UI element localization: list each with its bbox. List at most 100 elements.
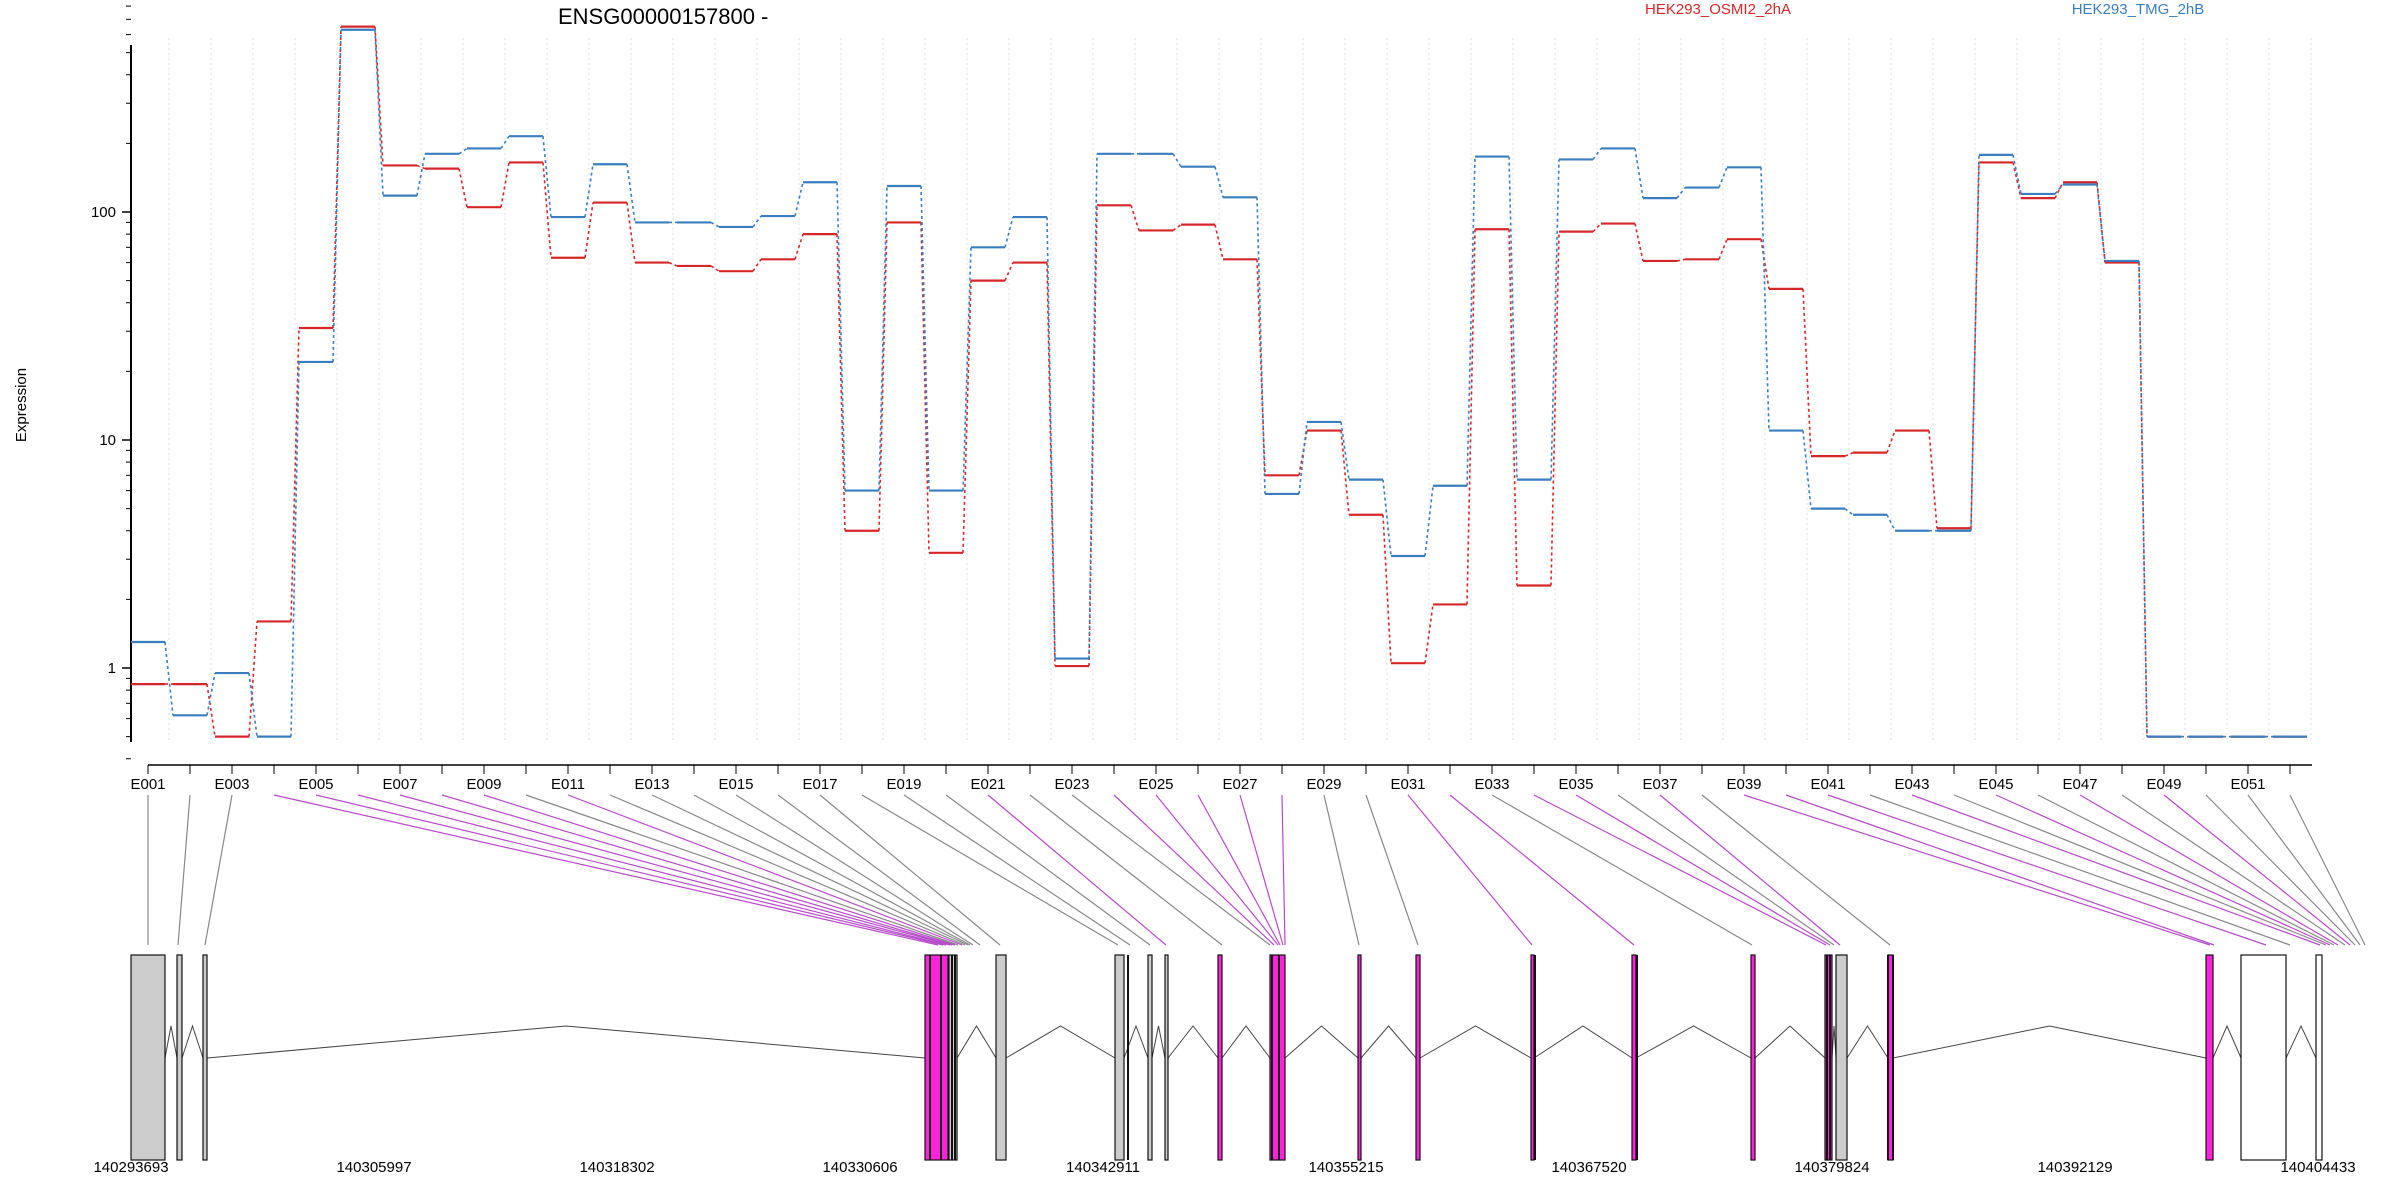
exon-connector: [177, 794, 191, 946]
exon-block: [1835, 954, 1848, 1161]
series-connector: [1382, 514, 1392, 664]
exon-block: [924, 954, 949, 1161]
series-connector: [1172, 153, 1182, 168]
series-connector: [1970, 162, 1980, 529]
exon-block: [2205, 954, 2214, 1161]
exon-block: [1631, 954, 1637, 1161]
x-tick-label-E049: E049: [2146, 776, 2181, 793]
genomic-tick-label: 140330606: [822, 1159, 897, 1176]
exon-connector: [441, 794, 953, 946]
exon-connector: [1113, 794, 1275, 946]
y-tick-label: 1: [108, 660, 116, 677]
exon-block: [2240, 954, 2287, 1161]
exon-connector: [204, 794, 233, 946]
x-tick-label-E039: E039: [1726, 776, 1761, 793]
intron-line: [1831, 1025, 1837, 1059]
gene-layer: [130, 954, 2323, 1161]
series-connector: [752, 258, 762, 272]
exon-connector: [1995, 794, 2331, 946]
series-connector: [920, 222, 930, 553]
genomic-tick-label: 140379824: [1794, 1159, 1869, 1176]
intron-line: [1892, 1025, 2207, 1059]
legend-entry-osmi2: HEK293_OSMI2_2hA: [1645, 1, 1791, 18]
exon-connector: [1029, 794, 1223, 946]
exon-connector: [315, 794, 944, 946]
exon-connector: [567, 794, 963, 946]
x-tick-label-E031: E031: [1390, 776, 1425, 793]
series-connector: [290, 361, 300, 737]
y-tick-label: 10: [99, 432, 116, 449]
series-connector: [458, 168, 468, 208]
series-connector: [878, 185, 888, 491]
series-connector: [710, 265, 720, 272]
exon-connector: [1323, 794, 1360, 946]
series-connector: [1466, 229, 1476, 605]
series-connector: [836, 234, 846, 531]
series-connector: [542, 136, 552, 218]
exon-connector: [2247, 794, 2361, 946]
exon-connector: [2079, 794, 2339, 946]
exon-connector: [1785, 794, 2215, 946]
exon-block: [1147, 954, 1153, 1161]
series-connector: [1466, 156, 1476, 486]
exon-block: [1415, 954, 1421, 1161]
exon-connector: [1869, 794, 2291, 946]
exon-connector: [693, 794, 971, 946]
exon-connector: [1155, 794, 1279, 946]
series-connector: [2096, 184, 2106, 262]
series-connector: [1634, 148, 1644, 199]
intron-line: [956, 1025, 997, 1059]
x-tick-label-E045: E045: [1978, 776, 2013, 793]
series-connector: [1256, 197, 1266, 494]
genomic-tick-label: 140318302: [579, 1159, 654, 1176]
intron-line: [1635, 1025, 1752, 1059]
exon-connector: [1743, 794, 2211, 946]
exon-connector: [2037, 794, 2335, 946]
exon-connector: [1491, 794, 1753, 946]
series-connector: [626, 164, 636, 223]
intron-line: [2285, 1024, 2317, 1059]
exon-connector: [945, 794, 1151, 946]
series-connector: [1676, 187, 1686, 199]
intron-line: [1167, 1025, 1219, 1059]
series-connector: [1340, 430, 1350, 515]
exon-connector: [987, 794, 1167, 946]
exon-connector: [525, 794, 959, 946]
exon-connector: [1575, 794, 1831, 946]
series-connector: [416, 153, 426, 196]
series-connector: [1970, 154, 1980, 531]
series-connector: [164, 641, 174, 716]
x-tick-label-E013: E013: [634, 776, 669, 793]
series-connector: [206, 683, 216, 737]
series-connector: [668, 261, 678, 267]
exon-connector: [861, 794, 1119, 946]
exon-connector: [903, 794, 1131, 946]
exon-block: [1530, 954, 1535, 1161]
exon-block: [1269, 954, 1286, 1161]
series-connector: [2138, 260, 2148, 737]
exon-connector: [1953, 794, 2327, 946]
series-connector: [1886, 430, 1896, 453]
exon-connector: [273, 794, 939, 946]
series-connector: [2096, 182, 2106, 263]
series-connector: [1382, 479, 1392, 557]
x-tick-label-E037: E037: [1642, 776, 1677, 793]
series-connector: [1424, 604, 1434, 664]
x-tick-label-E029: E029: [1306, 776, 1341, 793]
exon-connector: [735, 794, 974, 946]
intron-line: [1533, 1025, 1633, 1059]
exon-block: [2315, 954, 2323, 1161]
axis-layer: 1 10 100: [91, 5, 2312, 766]
exon-connector: [651, 794, 969, 946]
exon-connector: [1407, 794, 1533, 946]
series-connector: [2012, 162, 2022, 199]
x-tick-label-E021: E021: [970, 776, 1005, 793]
exon-block: [130, 954, 166, 1161]
chart-title: ENSG00000157800 -: [558, 4, 768, 29]
x-tick-label-E001: E001: [130, 776, 165, 793]
series-connector: [1592, 147, 1602, 160]
series-1: [131, 28, 2307, 738]
exon-connector: [1365, 794, 1419, 946]
connector-layer: [147, 794, 2366, 946]
series-connector: [248, 672, 258, 737]
